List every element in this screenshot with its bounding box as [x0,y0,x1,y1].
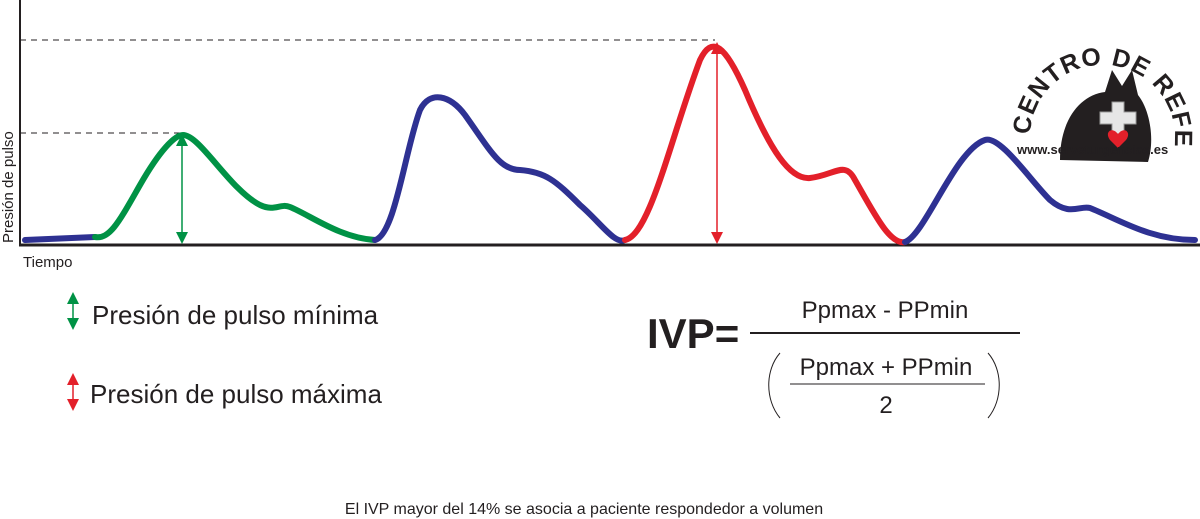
wave-segment [622,43,908,246]
wave-segment [22,234,98,243]
footnote: El IVP mayor del 14% se asocia a pacient… [345,501,823,518]
formula-numerator: Ppmax - PPmin [802,297,969,324]
wave-segment [902,136,1198,245]
paren [768,352,781,419]
legend-label: Presión de pulso máxima [90,379,382,409]
wave-segment [92,132,378,243]
y-axis-label: Presión de pulso [0,131,17,243]
x-axis-label: Tiempo [23,254,72,271]
formula-denominator-numerator: Ppmax + PPmin [800,354,973,381]
formula-denominator-denominator: 2 [879,392,892,419]
legend-label: Presión de pulso mínima [92,300,379,330]
paren [987,352,1000,419]
logo-arc-text: CENTRO DE REFERENCIA [0,0,1197,148]
wave-segment [372,94,628,244]
logo-cross [1099,101,1137,135]
logo-heart [1107,130,1129,148]
logo-url: www.serveturgencias.es [1016,142,1168,157]
formula-lhs: IVP= [647,310,739,357]
